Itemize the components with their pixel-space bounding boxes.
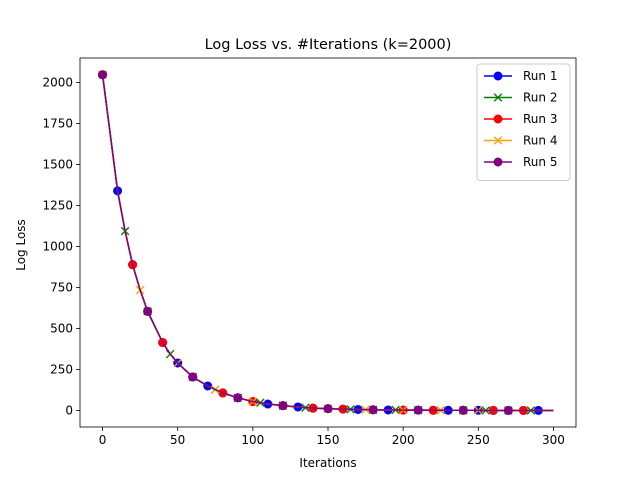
legend-marker	[493, 93, 503, 102]
plot-area: 0 50 100 150 200 250 300 0 250 500 750 1000 1250 1500…	[42, 57, 577, 447]
series-point	[278, 401, 288, 411]
series-point	[458, 405, 468, 415]
x-tick-label: 50	[170, 433, 185, 447]
x-axis-label: Iterations	[299, 456, 356, 470]
x-tick-label: 250	[467, 433, 490, 447]
legend-label: Run 4	[523, 134, 557, 148]
chart-title: Log Loss vs. #Iterations (k=2000)	[205, 37, 452, 53]
legend: Run 1 Run 2 Run 3 Run 4 Run 5	[476, 63, 571, 181]
series-point	[233, 393, 243, 403]
legend-marker	[493, 114, 503, 124]
x-tick-label: 100	[241, 433, 264, 447]
y-tick-label: 1500	[42, 158, 73, 172]
y-tick-label: 250	[50, 363, 73, 377]
y-tick-label: 1750	[42, 117, 73, 131]
legend-label: Run 1	[523, 69, 557, 83]
y-axis-label: Log Loss	[14, 219, 28, 271]
series-point	[143, 306, 153, 316]
series-point	[413, 405, 423, 415]
legend-box	[476, 63, 571, 181]
x-tick-label: 200	[392, 433, 415, 447]
y-tick-label: 0	[65, 404, 73, 418]
series-point	[188, 372, 198, 382]
legend-marker	[493, 136, 503, 145]
y-tick-label: 750	[50, 281, 73, 295]
y-tick-label: 500	[50, 322, 73, 336]
legend-label: Run 5	[523, 155, 557, 169]
y-tick-label: 2000	[42, 76, 73, 90]
legend-label: Run 3	[523, 112, 557, 126]
y-tick-label: 1250	[42, 199, 73, 213]
legend-marker	[493, 157, 503, 167]
legend-marker	[493, 71, 503, 81]
x-tick-label: 150	[317, 433, 340, 447]
x-tick-label: 0	[99, 433, 107, 447]
legend-label: Run 2	[523, 91, 557, 105]
series-point	[503, 405, 513, 415]
y-tick-label: 1000	[42, 240, 73, 254]
x-tick-label: 300	[542, 433, 565, 447]
series-point	[323, 404, 333, 414]
series-point	[98, 70, 108, 80]
series-point	[368, 405, 378, 415]
